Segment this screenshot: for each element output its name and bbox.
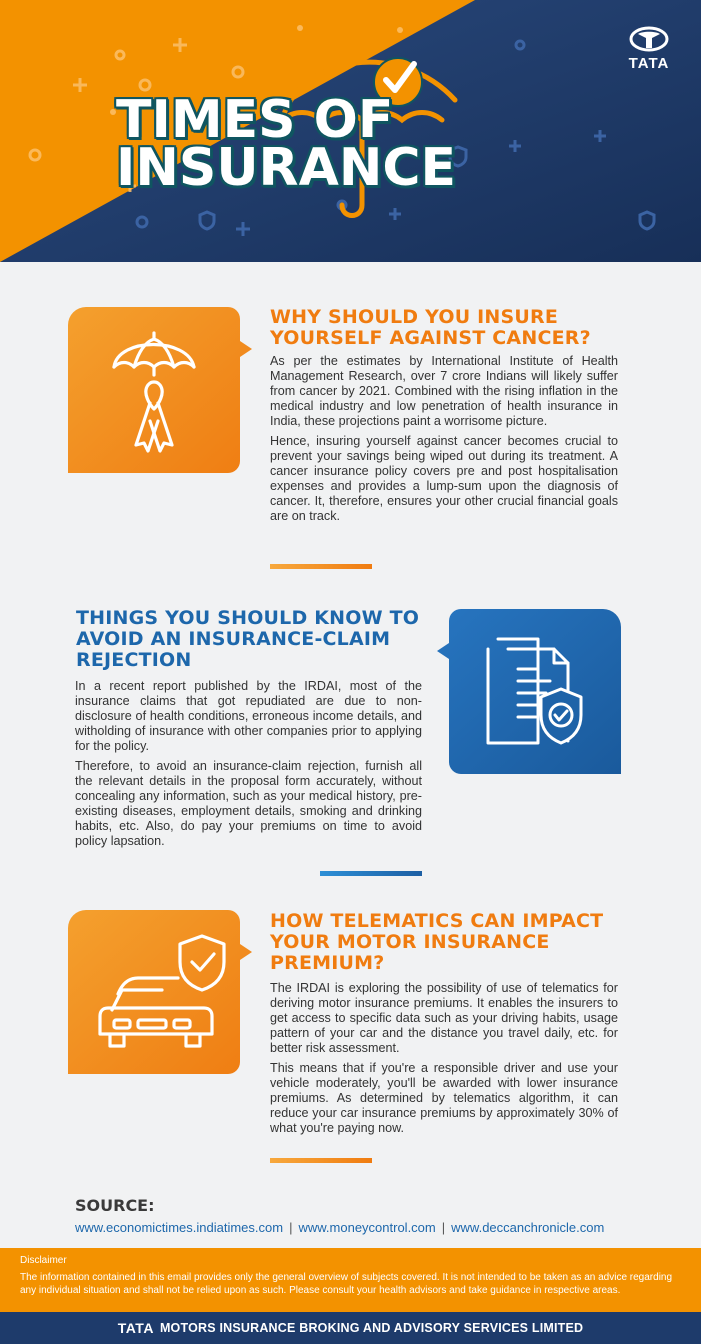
section-3-title-line-2: YOUR MOTOR INSURANCE — [270, 931, 550, 953]
tata-logo: TATA — [625, 26, 673, 72]
section-1-paragraph-1: As per the estimates by International In… — [270, 354, 618, 428]
section-1-title: WHY SHOULD YOU INSURE YOURSELF AGAINST C… — [270, 307, 591, 349]
section-1-title-line-2: YOURSELF AGAINST CANCER? — [270, 327, 591, 349]
disclaimer-title: Disclaimer — [20, 1255, 67, 1266]
section-2-title-line-3: REJECTION — [76, 649, 192, 671]
source-label: SOURCE: — [75, 1196, 155, 1215]
section-1-divider — [270, 564, 372, 569]
title-line-2: INSURANCE — [116, 138, 457, 198]
disclaimer-bar: Disclaimer The information contained in … — [0, 1248, 701, 1312]
footer-brand: TATA — [117, 1320, 154, 1336]
source-link-economictimes[interactable]: www.economictimes.indiatimes.com — [75, 1220, 284, 1235]
section-1-body: As per the estimates by International In… — [270, 354, 618, 529]
car-shield-icon — [68, 910, 252, 1074]
disclaimer-text: The information contained in this email … — [20, 1272, 673, 1296]
section-3-divider — [270, 1158, 372, 1163]
section-2-paragraph-1: In a recent report published by the IRDA… — [75, 679, 422, 753]
section-2-title: THINGS YOU SHOULD KNOW TO AVOID AN INSUR… — [76, 608, 419, 671]
source-link-deccanchronicle[interactable]: www.deccanchronicle.com — [451, 1220, 605, 1235]
section-3-title-line-3: PREMIUM? — [270, 952, 385, 974]
source-links: www.economictimes.indiatimes.com | www.mon… — [75, 1220, 604, 1235]
document-shield-icon — [437, 609, 621, 774]
section-3-paragraph-1: The IRDAI is exploring the possibility o… — [270, 981, 618, 1055]
section-2-title-line-1: THINGS YOU SHOULD KNOW TO — [76, 607, 420, 629]
header-banner: TATA TIMES OF INSURANCE — [0, 0, 701, 262]
tata-wordmark: TATA — [628, 55, 670, 72]
umbrella-ribbon-icon — [68, 307, 252, 473]
page-title: TIMES OF INSURANCE — [116, 90, 457, 198]
footer-bar: TATA MOTORS INSURANCE BROKING AND ADVISO… — [0, 1312, 701, 1344]
footer-company-name: MOTORS INSURANCE BROKING AND ADVISORY SE… — [159, 1321, 584, 1335]
section-3-body: The IRDAI is exploring the possibility o… — [270, 981, 618, 1141]
source-separator: | — [441, 1220, 446, 1235]
section-2-divider — [320, 871, 422, 876]
header-background — [0, 0, 701, 262]
source-separator: | — [289, 1220, 293, 1235]
section-1-title-line-1: WHY SHOULD YOU INSURE — [270, 306, 559, 328]
tata-emblem-icon — [629, 26, 669, 52]
title-line-1: TIMES OF — [116, 90, 394, 150]
section-2-title-line-2: AVOID AN INSURANCE-CLAIM — [76, 628, 391, 650]
section-3-title: HOW TELEMATICS CAN IMPACT YOUR MOTOR INS… — [270, 911, 603, 974]
section-2-paragraph-2: Therefore, to avoid an insurance-claim r… — [75, 759, 422, 848]
source-link-moneycontrol[interactable]: www.moneycontrol.com — [298, 1220, 436, 1235]
section-2-body: In a recent report published by the IRDA… — [75, 679, 422, 854]
section-1-paragraph-2: Hence, insuring yourself against cancer … — [270, 434, 618, 523]
section-3-title-line-1: HOW TELEMATICS CAN IMPACT — [270, 910, 604, 932]
section-3-paragraph-2: This means that if you're a responsible … — [270, 1061, 618, 1135]
